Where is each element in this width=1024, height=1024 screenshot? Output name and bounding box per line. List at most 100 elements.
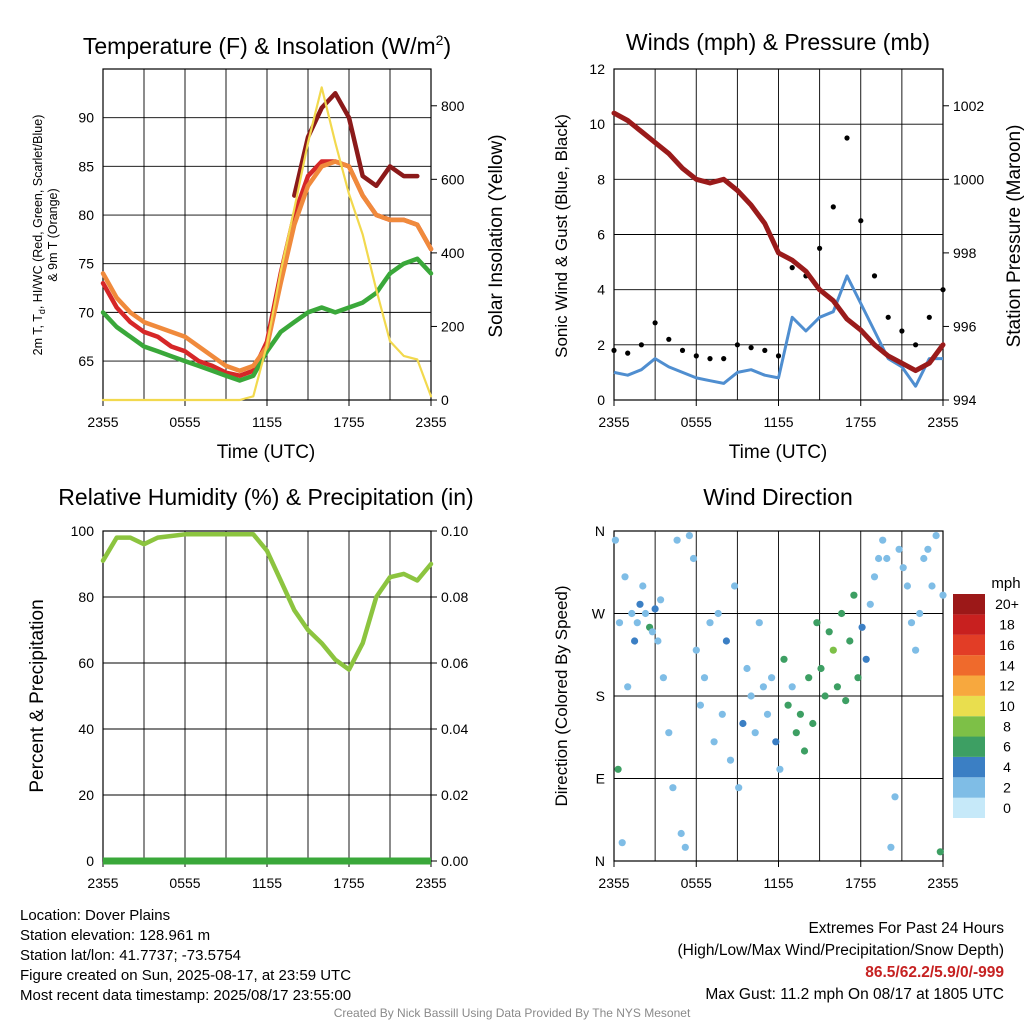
- colorbar-label: 4: [1003, 759, 1011, 775]
- direction-point: [618, 839, 626, 847]
- direction-point: [710, 738, 718, 746]
- gust-point: [666, 336, 672, 342]
- y-tick-label-left: 80: [78, 589, 94, 605]
- winds-x-label: Time (UTC): [729, 442, 828, 463]
- gust-point: [707, 356, 713, 362]
- gust-point: [721, 356, 727, 362]
- y-tick-label-left: 12: [589, 61, 605, 77]
- direction-point: [858, 623, 866, 631]
- direction-point: [763, 710, 772, 718]
- temperature-chart-title: Temperature (F) & Insolation (W/m2): [83, 32, 451, 59]
- direction-point: [718, 710, 726, 718]
- direction-point: [628, 609, 636, 618]
- direction-point: [825, 628, 833, 636]
- gust-point: [679, 347, 686, 353]
- direction-point: [833, 683, 842, 691]
- y-tick-label-right: 400: [441, 245, 465, 261]
- insolation-y-label: Solar Insolation (Yellow): [486, 134, 507, 337]
- direction-point: [800, 747, 809, 755]
- direction-point: [912, 646, 920, 654]
- y-tick-label-left: 75: [78, 256, 94, 272]
- y-tick-label-left: 60: [78, 655, 94, 671]
- direction-point: [651, 605, 659, 613]
- direction-point: [916, 609, 924, 618]
- direction-point: [821, 692, 829, 700]
- y-tick-label-right: 996: [953, 318, 977, 334]
- colorbar-label: 2: [1003, 779, 1011, 795]
- y-tick-label-right: 800: [441, 98, 465, 114]
- colorbar-label: 20+: [995, 596, 1019, 612]
- colorbar-swatch: [953, 675, 985, 696]
- colorbar-swatch: [953, 797, 985, 818]
- colorbar-swatch: [953, 716, 985, 737]
- x-tick-label: 1155: [252, 875, 282, 891]
- direction-point: [829, 646, 837, 654]
- y-tick-label-right: 0.02: [441, 787, 468, 803]
- y-tick-label-right: 998: [953, 245, 977, 261]
- y-tick-label-right: 0.06: [441, 655, 468, 671]
- temperature-y-label: 2m T, Td, HI/WC (Red, Green, Scarlet/Blu…: [31, 115, 47, 356]
- direction-point: [743, 664, 751, 673]
- direction-point: [735, 784, 743, 792]
- direction-point: [751, 729, 759, 737]
- x-tick-label: 2355: [87, 875, 118, 891]
- colorbar-swatch: [953, 736, 985, 757]
- y-tick-label-right: 994: [953, 392, 977, 408]
- direction-point: [809, 719, 817, 728]
- gust-point: [817, 245, 823, 251]
- direction-point: [903, 582, 912, 590]
- direction-point: [850, 591, 858, 599]
- extremes-info: Extremes For Past 24 Hours (High/Low/Max…: [678, 918, 1005, 1006]
- gust-point: [611, 347, 617, 353]
- y-tick-label-left: 2: [597, 337, 605, 353]
- gust-point: [652, 320, 658, 326]
- direction-point: [875, 554, 883, 563]
- y-tick-label-left: 80: [78, 207, 94, 223]
- direction-point: [813, 619, 821, 627]
- y-tick-label-left: 20: [78, 787, 94, 803]
- x-tick-label: 0555: [681, 414, 712, 430]
- colorbar-swatch: [953, 614, 985, 635]
- series-line-relative-humidity: [100, 532, 434, 672]
- colorbar-label: 14: [999, 657, 1015, 673]
- direction-point: [870, 573, 879, 581]
- colorbar-title: mph: [991, 575, 1020, 592]
- y-tick-label-left: 8: [597, 171, 605, 187]
- gust-point: [899, 328, 905, 334]
- x-tick-label: 2355: [87, 414, 118, 430]
- x-tick-label: 0555: [169, 414, 200, 430]
- direction-point: [696, 701, 705, 709]
- direction-point: [636, 600, 644, 608]
- wind-y-label: Sonic Wind & Gust (Blue, Black): [552, 114, 571, 358]
- direction-point: [842, 697, 850, 705]
- direction-point: [657, 596, 665, 604]
- extremes-values: 86.5/62.2/5.9/0/-999: [865, 964, 1004, 981]
- series-line-station-pressure: [611, 110, 946, 374]
- x-tick-label: 1155: [763, 875, 793, 891]
- y-tick-label-left: 70: [78, 304, 94, 320]
- y-tick-label-left: 40: [78, 721, 94, 737]
- direction-point: [846, 637, 854, 645]
- station-latlon: Station lat/lon: 41.7737; -73.5754: [20, 947, 242, 964]
- y-tick-label-left: 90: [78, 110, 94, 126]
- winds-chart-title: Winds (mph) & Pressure (mb): [626, 29, 930, 55]
- colorbar-swatch: [953, 594, 985, 615]
- y-tick-label-right: 0: [441, 392, 449, 408]
- gust-point: [871, 273, 878, 279]
- direction-point: [796, 710, 805, 718]
- x-tick-label: 1755: [845, 414, 876, 430]
- recent-data-timestamp: Most recent data timestamp: 2025/08/17 2…: [20, 987, 352, 1004]
- direction-point: [665, 729, 673, 737]
- direction-point: [615, 619, 624, 627]
- humidity-chart-title: Relative Humidity (%) & Precipitation (i…: [58, 484, 473, 510]
- colorbar-swatch: [953, 655, 985, 676]
- direction-point: [685, 532, 694, 540]
- direction-point: [621, 573, 629, 581]
- gust-point: [913, 342, 919, 348]
- direction-point: [936, 848, 944, 856]
- figure-created: Figure created on Sun, 2025-08-17, at 23…: [20, 967, 352, 984]
- direction-point: [887, 843, 895, 851]
- x-tick-label: 1755: [333, 875, 364, 891]
- direction-point: [633, 619, 641, 627]
- direction-chart-title: Wind Direction: [703, 484, 853, 510]
